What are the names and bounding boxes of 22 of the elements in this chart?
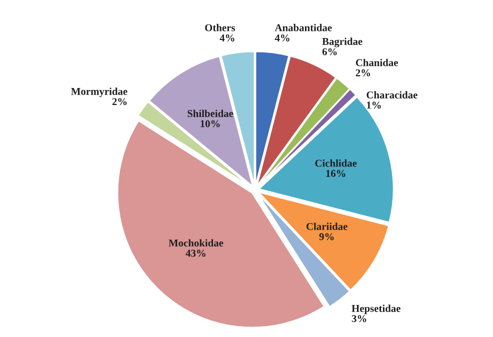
slice-label: Characidae (366, 91, 418, 98)
slice-label: Mochokidae (168, 239, 224, 247)
data-label: 9% (319, 233, 334, 240)
slice-label: Hepsetidae (352, 304, 400, 314)
slice-label: Shilbeidae (188, 110, 234, 118)
data-label: 4% (220, 34, 234, 42)
data-label: 6% (322, 48, 337, 56)
data-label: 3% (352, 315, 366, 322)
slice-label: Bagridae (322, 38, 362, 48)
slice-label: Clariidae (306, 222, 348, 230)
data-label: 2% (356, 69, 370, 76)
slice-label: Chanidae (356, 58, 398, 66)
data-label: 2% (112, 98, 127, 106)
data-label: 16% (326, 170, 346, 177)
slice-label: Mormyridae (71, 88, 128, 98)
slice-label: Cichlidae (315, 159, 357, 167)
slice-label: Anabantidae (274, 24, 332, 32)
data-label: 4% (274, 34, 290, 42)
data-label: 43% (186, 250, 206, 257)
data-label: 10% (200, 120, 220, 128)
data-label: 1% (367, 102, 381, 109)
slice-label: Others (205, 24, 236, 32)
